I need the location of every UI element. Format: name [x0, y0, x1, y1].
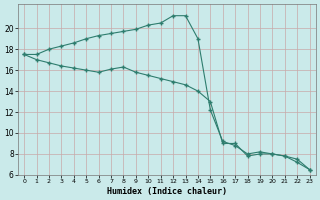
X-axis label: Humidex (Indice chaleur): Humidex (Indice chaleur)	[107, 187, 227, 196]
